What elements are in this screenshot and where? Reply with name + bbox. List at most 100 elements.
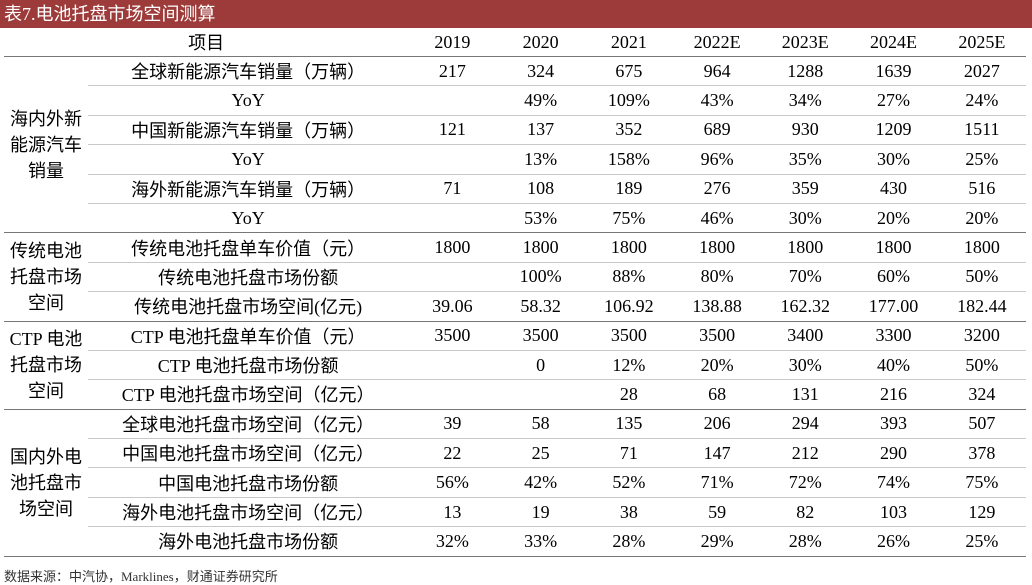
- cell: 109%: [584, 85, 673, 116]
- cell: 42%: [496, 467, 585, 498]
- cell: 430: [849, 174, 938, 204]
- cell: [408, 379, 497, 410]
- cell: 131: [761, 379, 850, 410]
- cell: 1800: [408, 232, 497, 263]
- cell: 324: [496, 56, 585, 87]
- cell: 106.92: [584, 291, 673, 322]
- cell: 100%: [496, 262, 585, 293]
- cell: 206: [672, 409, 762, 440]
- cell: 72%: [761, 467, 850, 498]
- cell: 147: [672, 438, 762, 469]
- cell: 25%: [937, 144, 1026, 175]
- column-header: 2022E: [672, 28, 762, 57]
- cell: 52%: [584, 467, 673, 498]
- row-label: YoY: [88, 203, 409, 234]
- cell: 137: [496, 115, 585, 146]
- row-label: 中国新能源汽车销量（万辆）: [88, 115, 409, 146]
- row-label: 传统电池托盘市场空间(亿元): [88, 291, 409, 322]
- table-row: 海内外新能源汽车销量 全球新能源汽车销量（万辆） 217 324 675 964 1288 1…: [4, 56, 1026, 234]
- cell: 27%: [849, 85, 938, 116]
- cell: 1209: [849, 115, 938, 146]
- cell: 12%: [584, 350, 673, 381]
- row-label: 海外电池托盘市场空间（亿元）: [88, 497, 409, 528]
- cell: 30%: [761, 203, 850, 234]
- cell: 60%: [849, 262, 938, 293]
- cell: 3500: [496, 321, 585, 351]
- cell: 59: [672, 497, 762, 528]
- cell: 1639: [849, 56, 938, 87]
- cell: 40%: [849, 350, 938, 381]
- row-label: CTP 电池托盘市场空间（亿元）: [88, 379, 409, 410]
- cell: 50%: [937, 350, 1026, 381]
- cell: 25%: [937, 526, 1026, 557]
- row-label: 传统电池托盘单车价值（元）: [88, 232, 409, 263]
- column-header: 2024E: [849, 28, 938, 57]
- table-row: YoY 49% 109% 43% 34% 27% 24%: [4, 85, 1026, 116]
- cell: [408, 350, 497, 381]
- cell: 3500: [584, 321, 673, 351]
- cell: 71: [584, 438, 673, 469]
- table-row: 中国电池托盘市场份额 56% 42% 52% 71% 72% 74% 75%: [4, 467, 1026, 498]
- cell: 162.32: [761, 291, 850, 322]
- cell: 50%: [937, 262, 1026, 293]
- cell: 1800: [584, 232, 673, 263]
- table-row: 中国电池托盘市场空间（亿元） 22 25 71 147 212 290 378: [4, 438, 1026, 469]
- group-label: CTP 电池托盘市场空间: [4, 321, 89, 410]
- cell: 46%: [672, 203, 762, 234]
- cell: 1800: [849, 232, 938, 263]
- row-label: YoY: [88, 144, 409, 175]
- cell: 20%: [937, 203, 1026, 234]
- cell: 68: [672, 379, 762, 410]
- table-row: 传统电池托盘市场空间 传统电池托盘单车价值（元） 1800 1800 1800 1800 1…: [4, 232, 1026, 322]
- cell: 28: [584, 379, 673, 410]
- cell: 30%: [849, 144, 938, 175]
- cell: 3200: [937, 321, 1026, 351]
- group-label: 传统电池托盘市场空间: [4, 232, 89, 322]
- cell: 49%: [496, 85, 585, 116]
- cell: 135: [584, 409, 673, 440]
- cell: 75%: [584, 203, 673, 234]
- column-header: 2020: [496, 28, 585, 57]
- cell: 189: [584, 174, 673, 204]
- cell: 58: [496, 409, 585, 440]
- table-row: YoY 13% 158% 96% 35% 30% 25%: [4, 144, 1026, 175]
- table-row: 海外新能源汽车销量（万辆） 71 108 189 276 359 430 516: [4, 174, 1026, 204]
- row-label: 海外电池托盘市场份额: [88, 526, 409, 557]
- table-row: 传统电池托盘市场份额 100% 88% 80% 70% 60% 50%: [4, 262, 1026, 293]
- cell: 108: [496, 174, 585, 204]
- cell: 13: [408, 497, 497, 528]
- cell: 70%: [761, 262, 850, 293]
- cell: 103: [849, 497, 938, 528]
- cell: 26%: [849, 526, 938, 557]
- cell: 393: [849, 409, 938, 440]
- cell: 24%: [937, 85, 1026, 116]
- group-label: 国内外电池托盘市场空间: [4, 409, 89, 557]
- cell: 1800: [496, 232, 585, 263]
- table-row: CTP 电池托盘市场空间 CTP 电池托盘单车价值（元） 3500 3500 3500 3…: [4, 321, 1026, 410]
- cell: 1800: [672, 232, 762, 263]
- source-note: 数据来源：中汽协，Marklines，财通证券研究所: [4, 569, 278, 584]
- cell: 1288: [761, 56, 850, 87]
- cell: 29%: [672, 526, 762, 557]
- row-label: YoY: [88, 85, 409, 116]
- cell: 71: [408, 174, 497, 204]
- data-table: 项目 2019 2020 2021 2022E 2023E 2024E 2025E 海内外新能…: [4, 28, 1026, 557]
- cell: 378: [937, 438, 1026, 469]
- row-label: CTP 电池托盘单车价值（元）: [88, 321, 409, 351]
- table-row: 海外电池托盘市场份额 32% 33% 28% 29% 28% 26% 25%: [4, 526, 1026, 557]
- cell: 53%: [496, 203, 585, 234]
- cell: 13%: [496, 144, 585, 175]
- row-label: 传统电池托盘市场份额: [88, 262, 409, 293]
- cell: 30%: [761, 350, 850, 381]
- cell: 129: [937, 497, 1026, 528]
- column-header: 2021: [584, 28, 673, 57]
- table-row: 国内外电池托盘市场空间 全球电池托盘市场空间（亿元） 39 58 135 206 294 39…: [4, 409, 1026, 557]
- cell: 39: [408, 409, 497, 440]
- cell: 290: [849, 438, 938, 469]
- cell: 3400: [761, 321, 850, 351]
- cell: 0: [496, 350, 585, 381]
- cell: 689: [672, 115, 762, 146]
- cell: 34%: [761, 85, 850, 116]
- cell: 1511: [937, 115, 1026, 146]
